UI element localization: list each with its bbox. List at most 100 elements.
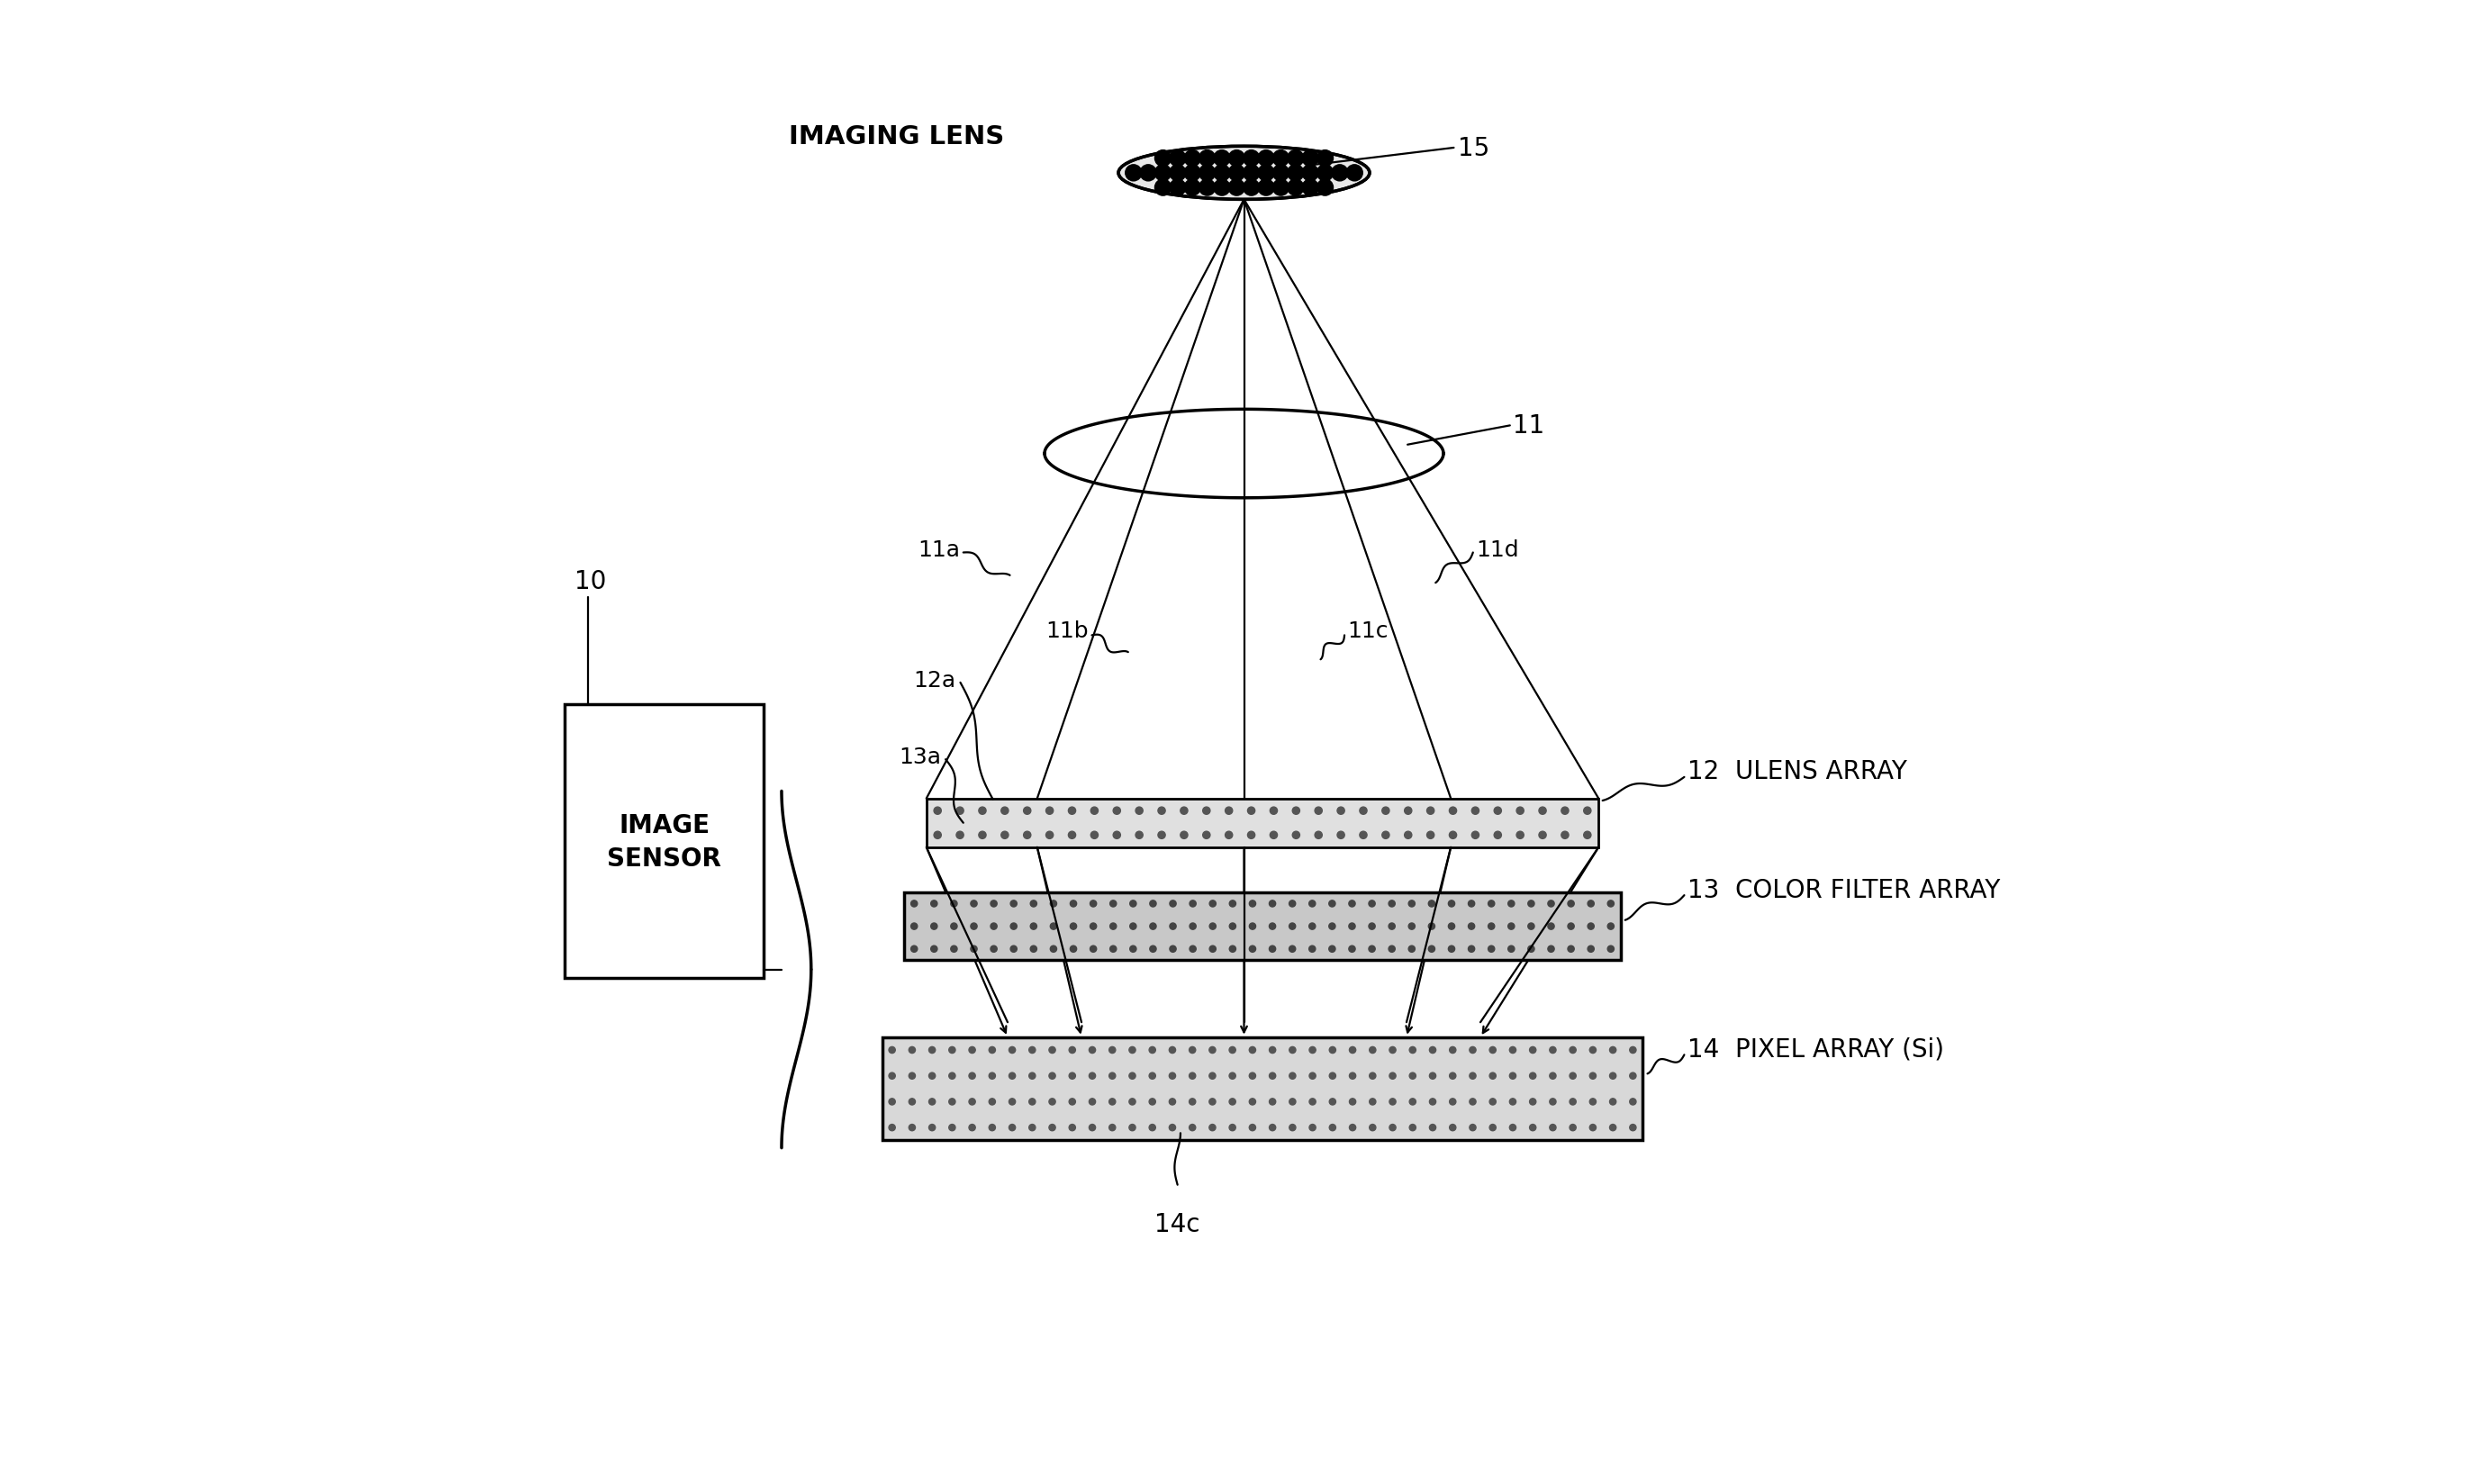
- Circle shape: [1249, 901, 1256, 907]
- Circle shape: [1426, 831, 1433, 838]
- Circle shape: [1090, 1073, 1095, 1079]
- Circle shape: [1157, 831, 1164, 838]
- Circle shape: [1169, 151, 1187, 168]
- Circle shape: [970, 923, 978, 930]
- Circle shape: [888, 1125, 896, 1131]
- Circle shape: [1199, 151, 1214, 168]
- Circle shape: [1149, 1073, 1154, 1079]
- Circle shape: [1291, 831, 1299, 838]
- Circle shape: [1607, 923, 1615, 930]
- Circle shape: [1381, 807, 1388, 815]
- Circle shape: [1229, 1048, 1237, 1054]
- Circle shape: [950, 923, 958, 930]
- Circle shape: [1209, 923, 1217, 930]
- Circle shape: [1209, 945, 1217, 953]
- Circle shape: [1110, 1048, 1115, 1054]
- Circle shape: [968, 1048, 975, 1054]
- Circle shape: [1388, 1048, 1396, 1054]
- Circle shape: [1269, 923, 1276, 930]
- Circle shape: [1590, 1048, 1597, 1054]
- Circle shape: [1468, 923, 1475, 930]
- Circle shape: [1607, 945, 1615, 953]
- Circle shape: [1050, 923, 1057, 930]
- Circle shape: [1030, 1048, 1035, 1054]
- Circle shape: [950, 901, 958, 907]
- Circle shape: [1329, 1048, 1336, 1054]
- Circle shape: [950, 945, 958, 953]
- Circle shape: [1587, 923, 1595, 930]
- Circle shape: [1630, 1048, 1637, 1054]
- Circle shape: [1090, 1048, 1095, 1054]
- Circle shape: [1408, 1098, 1416, 1106]
- Circle shape: [1348, 945, 1356, 953]
- Circle shape: [1309, 945, 1316, 953]
- Circle shape: [1530, 1073, 1535, 1079]
- Circle shape: [1368, 901, 1376, 907]
- Circle shape: [1316, 151, 1334, 168]
- Circle shape: [1130, 945, 1137, 953]
- Circle shape: [1403, 831, 1411, 838]
- Circle shape: [1249, 945, 1256, 953]
- Circle shape: [1448, 945, 1455, 953]
- Circle shape: [1274, 151, 1289, 168]
- Circle shape: [1518, 831, 1523, 838]
- Circle shape: [1567, 923, 1575, 930]
- Circle shape: [908, 1098, 916, 1106]
- Circle shape: [1289, 1098, 1296, 1106]
- Circle shape: [1314, 807, 1321, 815]
- Circle shape: [1259, 180, 1274, 196]
- Circle shape: [1202, 831, 1209, 838]
- Circle shape: [1488, 901, 1495, 907]
- Circle shape: [1135, 807, 1142, 815]
- Ellipse shape: [1120, 147, 1368, 200]
- Text: 11b: 11b: [1045, 620, 1090, 643]
- Circle shape: [1070, 1098, 1075, 1106]
- Text: 12  ULENS ARRAY: 12 ULENS ARRAY: [1687, 758, 1906, 784]
- Circle shape: [1329, 1098, 1336, 1106]
- Circle shape: [911, 901, 918, 907]
- Circle shape: [1209, 1073, 1217, 1079]
- Circle shape: [1488, 923, 1495, 930]
- Circle shape: [1530, 1098, 1535, 1106]
- Circle shape: [1490, 1098, 1495, 1106]
- Circle shape: [931, 901, 938, 907]
- Circle shape: [1209, 1048, 1217, 1054]
- Circle shape: [1368, 923, 1376, 930]
- Circle shape: [1316, 165, 1334, 181]
- Circle shape: [1490, 1048, 1495, 1054]
- Circle shape: [1259, 165, 1274, 181]
- Circle shape: [1431, 1073, 1436, 1079]
- Circle shape: [1510, 1073, 1515, 1079]
- Circle shape: [1149, 1098, 1154, 1106]
- Circle shape: [988, 1098, 995, 1106]
- Circle shape: [1045, 831, 1052, 838]
- Circle shape: [948, 1098, 955, 1106]
- Circle shape: [970, 901, 978, 907]
- Circle shape: [888, 1048, 896, 1054]
- Circle shape: [908, 1048, 916, 1054]
- Circle shape: [1329, 923, 1336, 930]
- Circle shape: [1090, 901, 1097, 907]
- Circle shape: [928, 1125, 935, 1131]
- Circle shape: [1348, 1048, 1356, 1054]
- Circle shape: [1130, 901, 1137, 907]
- Circle shape: [933, 831, 940, 838]
- Circle shape: [1550, 1048, 1555, 1054]
- Circle shape: [1428, 901, 1436, 907]
- Circle shape: [1508, 945, 1515, 953]
- Circle shape: [978, 807, 985, 815]
- Circle shape: [1495, 831, 1500, 838]
- Circle shape: [911, 945, 918, 953]
- Circle shape: [1590, 1125, 1597, 1131]
- Circle shape: [1331, 165, 1348, 181]
- Circle shape: [1431, 1048, 1436, 1054]
- Circle shape: [1585, 831, 1590, 838]
- Text: IMAGE
SENSOR: IMAGE SENSOR: [607, 813, 722, 871]
- Circle shape: [1269, 945, 1276, 953]
- Circle shape: [1309, 1048, 1316, 1054]
- Circle shape: [990, 901, 998, 907]
- Circle shape: [1610, 1048, 1617, 1054]
- Circle shape: [1010, 901, 1018, 907]
- Circle shape: [1090, 1098, 1095, 1106]
- Circle shape: [1189, 1098, 1197, 1106]
